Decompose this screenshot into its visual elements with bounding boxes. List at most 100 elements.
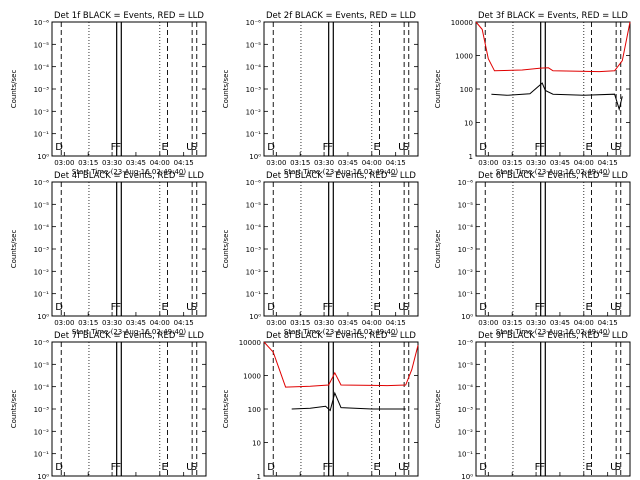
y-tick-label: 10 — [252, 440, 261, 448]
y-tick-label: 10⁻¹ — [34, 131, 50, 139]
marker-label: E — [162, 302, 168, 313]
x-tick-label: 03:15 — [78, 159, 98, 167]
y-tick-label: 10⁰ — [37, 313, 49, 321]
marker-label: F — [111, 302, 117, 313]
y-tick-label: 10⁻⁶ — [246, 19, 262, 27]
x-tick-label: 03:45 — [126, 319, 146, 327]
marker-label: F — [539, 462, 545, 473]
x-tick-label: 03:30 — [314, 159, 334, 167]
chart-panel-3: Det 3f BLACK = Events, RED = LLD Counts/s… — [434, 11, 631, 176]
y-axis-label: Counts/sec — [434, 390, 442, 429]
chart-title: Det 4f BLACK = Events, RED = LLD — [54, 171, 204, 181]
chart-panel-8: Det 8f BLACK = Events, RED = LLD Counts/s… — [222, 331, 419, 480]
x-tick-label: 03:00 — [266, 159, 286, 167]
x-tick-label: 03:30 — [314, 319, 334, 327]
marker-label: E — [162, 142, 168, 153]
y-tick-label: 10⁰ — [37, 153, 49, 161]
y-tick-label: 10⁻⁴ — [34, 224, 50, 232]
x-tick-label: 03:00 — [478, 319, 498, 327]
y-tick-label: 10⁻² — [458, 268, 474, 276]
x-tick-label: 04:00 — [574, 159, 594, 167]
y-tick-label: 10⁻⁴ — [458, 224, 474, 232]
chart-panel-1: Det 1f BLACK = Events, RED = LLD Counts/s… — [10, 11, 207, 176]
x-tick-label: 03:30 — [526, 159, 546, 167]
series-lld-line — [263, 341, 419, 388]
marker-label: F — [327, 142, 333, 153]
plot-frame — [475, 341, 631, 477]
y-tick-label: 10⁻³ — [34, 406, 50, 414]
marker-label: U — [186, 302, 193, 313]
x-tick-label: 03:00 — [54, 319, 74, 327]
chart-title: Det 5f BLACK = Events, RED = LLD — [266, 171, 416, 181]
y-tick-label: 10⁰ — [249, 153, 261, 161]
y-tick-label: 10⁻¹ — [34, 451, 50, 459]
y-tick-label: 1000 — [455, 53, 473, 61]
marker-label: U — [186, 142, 193, 153]
x-tick-label: 03:15 — [78, 319, 98, 327]
y-tick-label: 10⁻⁶ — [34, 339, 50, 347]
chart-title: Det 7f BLACK = Events, RED = LLD — [54, 331, 204, 341]
x-tick-label: 04:15 — [386, 319, 406, 327]
y-tick-label: 10⁻³ — [246, 86, 262, 94]
plot-frame — [263, 21, 419, 157]
y-tick-label: 10⁻⁵ — [34, 41, 50, 49]
series-events-line — [291, 391, 406, 412]
x-tick-label: 04:00 — [150, 159, 170, 167]
y-tick-label: 10⁻⁵ — [458, 361, 474, 369]
marker-label: U — [398, 142, 405, 153]
y-tick-label: 10⁻⁴ — [246, 224, 262, 232]
marker-label: F — [323, 462, 329, 473]
y-tick-label: 10000 — [451, 19, 473, 27]
y-axis-label: Counts/sec — [10, 70, 18, 109]
y-axis-label: Counts/sec — [222, 70, 230, 109]
y-axis-label: Counts/sec — [10, 230, 18, 269]
y-axis-label: Counts/sec — [10, 390, 18, 429]
marker-label: E — [374, 302, 380, 313]
chart-panel-2: Det 2f BLACK = Events, RED = LLD Counts/s… — [222, 11, 419, 176]
x-tick-label: 03:45 — [550, 159, 570, 167]
marker-label: U — [398, 302, 405, 313]
x-tick-label: 03:45 — [550, 319, 570, 327]
x-axis-label: Start Time (23-Aug-16 02:49:40) — [284, 168, 398, 176]
x-tick-label: 04:15 — [174, 319, 194, 327]
x-tick-label: 03:00 — [266, 319, 286, 327]
x-tick-label: 03:45 — [338, 319, 358, 327]
plot-frame — [51, 21, 207, 157]
y-tick-label: 1 — [257, 473, 261, 480]
y-tick-label: 10⁰ — [37, 473, 49, 480]
y-axis-label: Counts/sec — [222, 390, 230, 429]
chart-panel-4: Det 4f BLACK = Events, RED = LLD Counts/s… — [10, 171, 207, 336]
x-axis-label: Start Time (23-Aug-16 02:49:40) — [72, 168, 186, 176]
marker-label: D — [55, 302, 63, 313]
x-tick-label: 04:00 — [574, 319, 594, 327]
y-tick-label: 10⁻² — [34, 428, 50, 436]
marker-label: S — [403, 302, 409, 313]
marker-label: E — [374, 142, 380, 153]
marker-label: F — [539, 142, 545, 153]
plot-frame — [475, 181, 631, 317]
x-tick-label: 03:30 — [102, 159, 122, 167]
y-tick-label: 10⁻⁵ — [458, 201, 474, 209]
chart-title: Det 9f BLACK = Events, RED = LLD — [478, 331, 628, 341]
marker-label: S — [191, 302, 197, 313]
x-axis-label: Start Time (23-Aug-16 02:49:40) — [496, 328, 610, 336]
y-tick-label: 10⁰ — [461, 473, 473, 480]
marker-label: U — [610, 142, 617, 153]
y-tick-label: 10⁻³ — [458, 406, 474, 414]
chart-title: Det 2f BLACK = Events, RED = LLD — [266, 11, 416, 21]
y-axis-label: Counts/sec — [434, 230, 442, 269]
y-tick-label: 10⁰ — [249, 313, 261, 321]
series-events-line — [491, 82, 623, 112]
marker-label: D — [267, 302, 275, 313]
y-tick-label: 10⁻⁶ — [458, 179, 474, 187]
chart-title: Det 6f BLACK = Events, RED = LLD — [478, 171, 628, 181]
marker-label: D — [479, 302, 487, 313]
marker-label: F — [535, 142, 541, 153]
marker-label: F — [327, 462, 333, 473]
y-tick-label: 10⁻⁵ — [34, 201, 50, 209]
x-axis-label: Start Time (23-Aug-16 02:49:40) — [284, 328, 398, 336]
y-tick-label: 10⁻⁶ — [34, 19, 50, 27]
marker-label: S — [403, 142, 409, 153]
marker-label: F — [323, 302, 329, 313]
